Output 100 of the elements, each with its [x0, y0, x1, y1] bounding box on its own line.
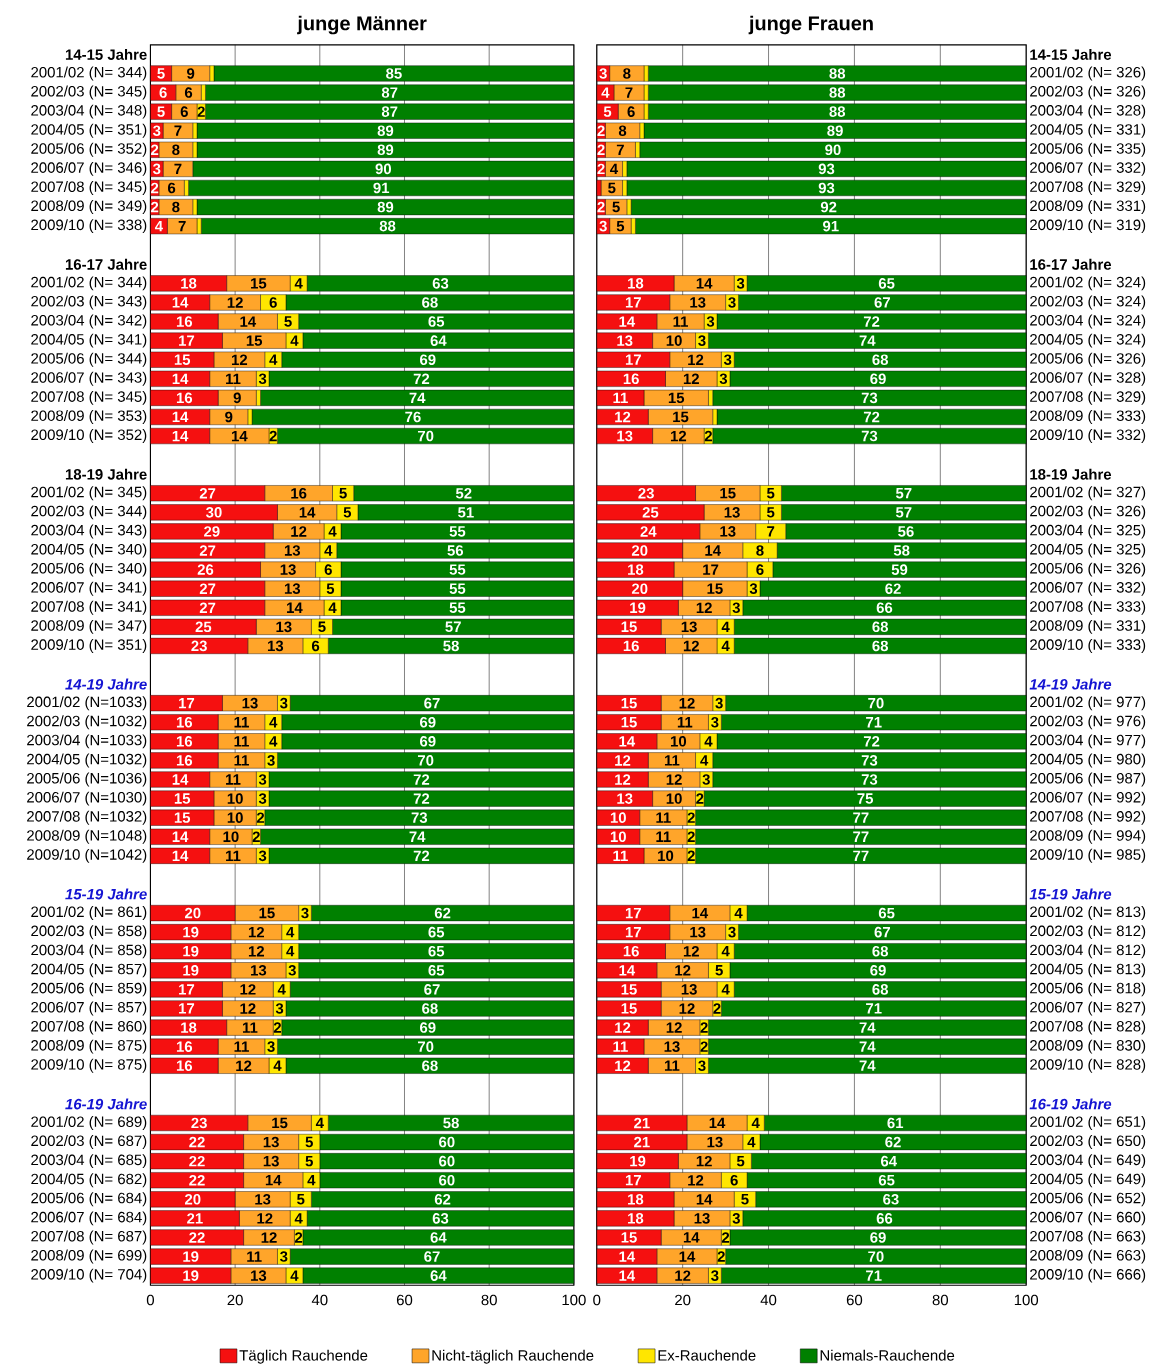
data-label: 16 [177, 755, 193, 766]
data-label: 12 [666, 774, 682, 785]
data-label: 73 [861, 755, 878, 766]
data-label: 55 [449, 583, 466, 594]
data-label: 8 [172, 144, 180, 156]
y-tick-label: 2008/09 (N= 875) [31, 1039, 147, 1054]
data-label: 10 [671, 736, 687, 747]
y-tick-label: 2006/07 (N= 857) [31, 1001, 147, 1016]
data-label: 15 [246, 335, 263, 346]
data-label: 90 [375, 163, 392, 175]
data-label: 2 [722, 1232, 730, 1243]
data-label: 4 [751, 1117, 760, 1129]
data-label: 15 [251, 278, 267, 289]
data-label: 3 [267, 755, 275, 766]
data-label: 4 [721, 946, 730, 957]
data-label: 74 [409, 831, 426, 842]
data-label: 65 [428, 965, 445, 976]
data-label: 16 [623, 373, 640, 385]
data-label: 68 [872, 640, 889, 652]
data-label: 69 [870, 965, 886, 976]
data-label: 15 [175, 793, 191, 804]
data-label: 67 [874, 926, 891, 938]
data-label: 11 [613, 850, 629, 861]
data-label: 14 [232, 430, 248, 442]
data-label: 74 [859, 1041, 876, 1052]
data-label: 6 [180, 106, 189, 117]
data-label: 65 [428, 926, 445, 938]
y-tick-label: 2004/05 (N= 340) [31, 543, 147, 558]
data-label: 12 [615, 1060, 631, 1071]
data-label: 93 [818, 182, 835, 194]
data-label: 68 [872, 621, 889, 633]
x-tick-label: 0 [147, 1294, 155, 1306]
data-label: 13 [285, 583, 301, 594]
data-label: 7 [174, 125, 182, 136]
y-tick-label: 2005/06 (N= 340) [31, 562, 147, 577]
data-label: 15 [175, 812, 191, 823]
y-tick-label: 2002/03 (N= 650) [1030, 1135, 1146, 1150]
data-label: 7 [617, 144, 625, 155]
data-label: 91 [373, 182, 390, 194]
y-tick-label: 2005/06 (N= 987) [1030, 772, 1146, 787]
data-label: 3 [259, 793, 267, 804]
y-tick-label: 2004/05 (N= 331) [1030, 123, 1146, 138]
data-label: 87 [382, 87, 398, 98]
y-tick-label: 2003/04 (N= 343) [31, 524, 147, 539]
data-label: 9 [225, 411, 233, 423]
y-tick-label: 2009/10 (N= 332) [1030, 429, 1146, 443]
y-tick-label: 2007/08 (N= 341) [31, 600, 147, 615]
data-label: 13 [681, 621, 698, 633]
data-label: 57 [896, 507, 912, 518]
y-tick-label: 2003/04 (N= 812) [1030, 944, 1146, 959]
y-tick-label: 18-19 Jahre [1030, 468, 1112, 480]
data-label: 12 [684, 373, 700, 384]
data-label: 92 [821, 201, 837, 213]
data-label: 10 [223, 831, 239, 843]
data-label: 14 [172, 297, 189, 308]
data-label: 4 [286, 927, 295, 938]
data-label: 73 [861, 430, 878, 442]
data-label: 70 [418, 755, 434, 766]
data-label: 67 [424, 984, 440, 995]
data-label: 12 [236, 1060, 252, 1071]
y-tick-label: 15-19 Jahre [1029, 888, 1112, 900]
data-label: 14 [172, 831, 189, 842]
data-label: 4 [277, 984, 286, 995]
data-label: 6 [730, 1174, 738, 1186]
data-label: 3 [728, 926, 736, 938]
data-label: 11 [613, 392, 629, 403]
data-label: 68 [422, 1060, 438, 1071]
data-label: 3 [259, 774, 267, 785]
data-label: 2 [269, 430, 277, 442]
y-tick-label: 2002/03 (N= 344) [31, 505, 147, 520]
data-label: 13 [694, 1213, 710, 1224]
y-tick-label: 2004/05 (N= 325) [1030, 543, 1146, 558]
data-label: 11 [234, 717, 250, 728]
data-label: 64 [430, 1270, 447, 1281]
data-label: 16 [177, 1060, 193, 1071]
data-label: 51 [458, 507, 474, 518]
data-label: 11 [226, 850, 241, 861]
data-label: 69 [420, 354, 436, 365]
y-tick-label: 2007/08 (N= 333) [1030, 600, 1146, 615]
data-label: 70 [868, 697, 884, 709]
data-label: 6 [159, 87, 167, 98]
data-label: 4 [307, 1175, 316, 1186]
y-tick-label: 16-17 Jahre [66, 258, 147, 270]
data-label: 17 [703, 564, 719, 575]
data-label: 13 [242, 697, 258, 709]
data-label: 57 [445, 621, 462, 633]
data-label: 10 [227, 812, 243, 823]
y-tick-label: 2005/06 (N= 818) [1030, 982, 1146, 997]
data-label: 13 [251, 965, 267, 976]
data-label: 12 [232, 354, 248, 365]
data-label: 62 [435, 1194, 451, 1205]
data-label: 71 [866, 717, 882, 728]
y-tick-label: 2009/10 (N= 333) [1030, 638, 1146, 653]
data-label: 17 [626, 927, 642, 938]
data-label: 21 [634, 1117, 650, 1129]
data-label: 23 [638, 487, 655, 499]
x-tick-label: 60 [847, 1294, 863, 1306]
data-label: 13 [690, 926, 706, 938]
data-label: 3 [153, 125, 161, 137]
data-label: 12 [291, 526, 307, 537]
